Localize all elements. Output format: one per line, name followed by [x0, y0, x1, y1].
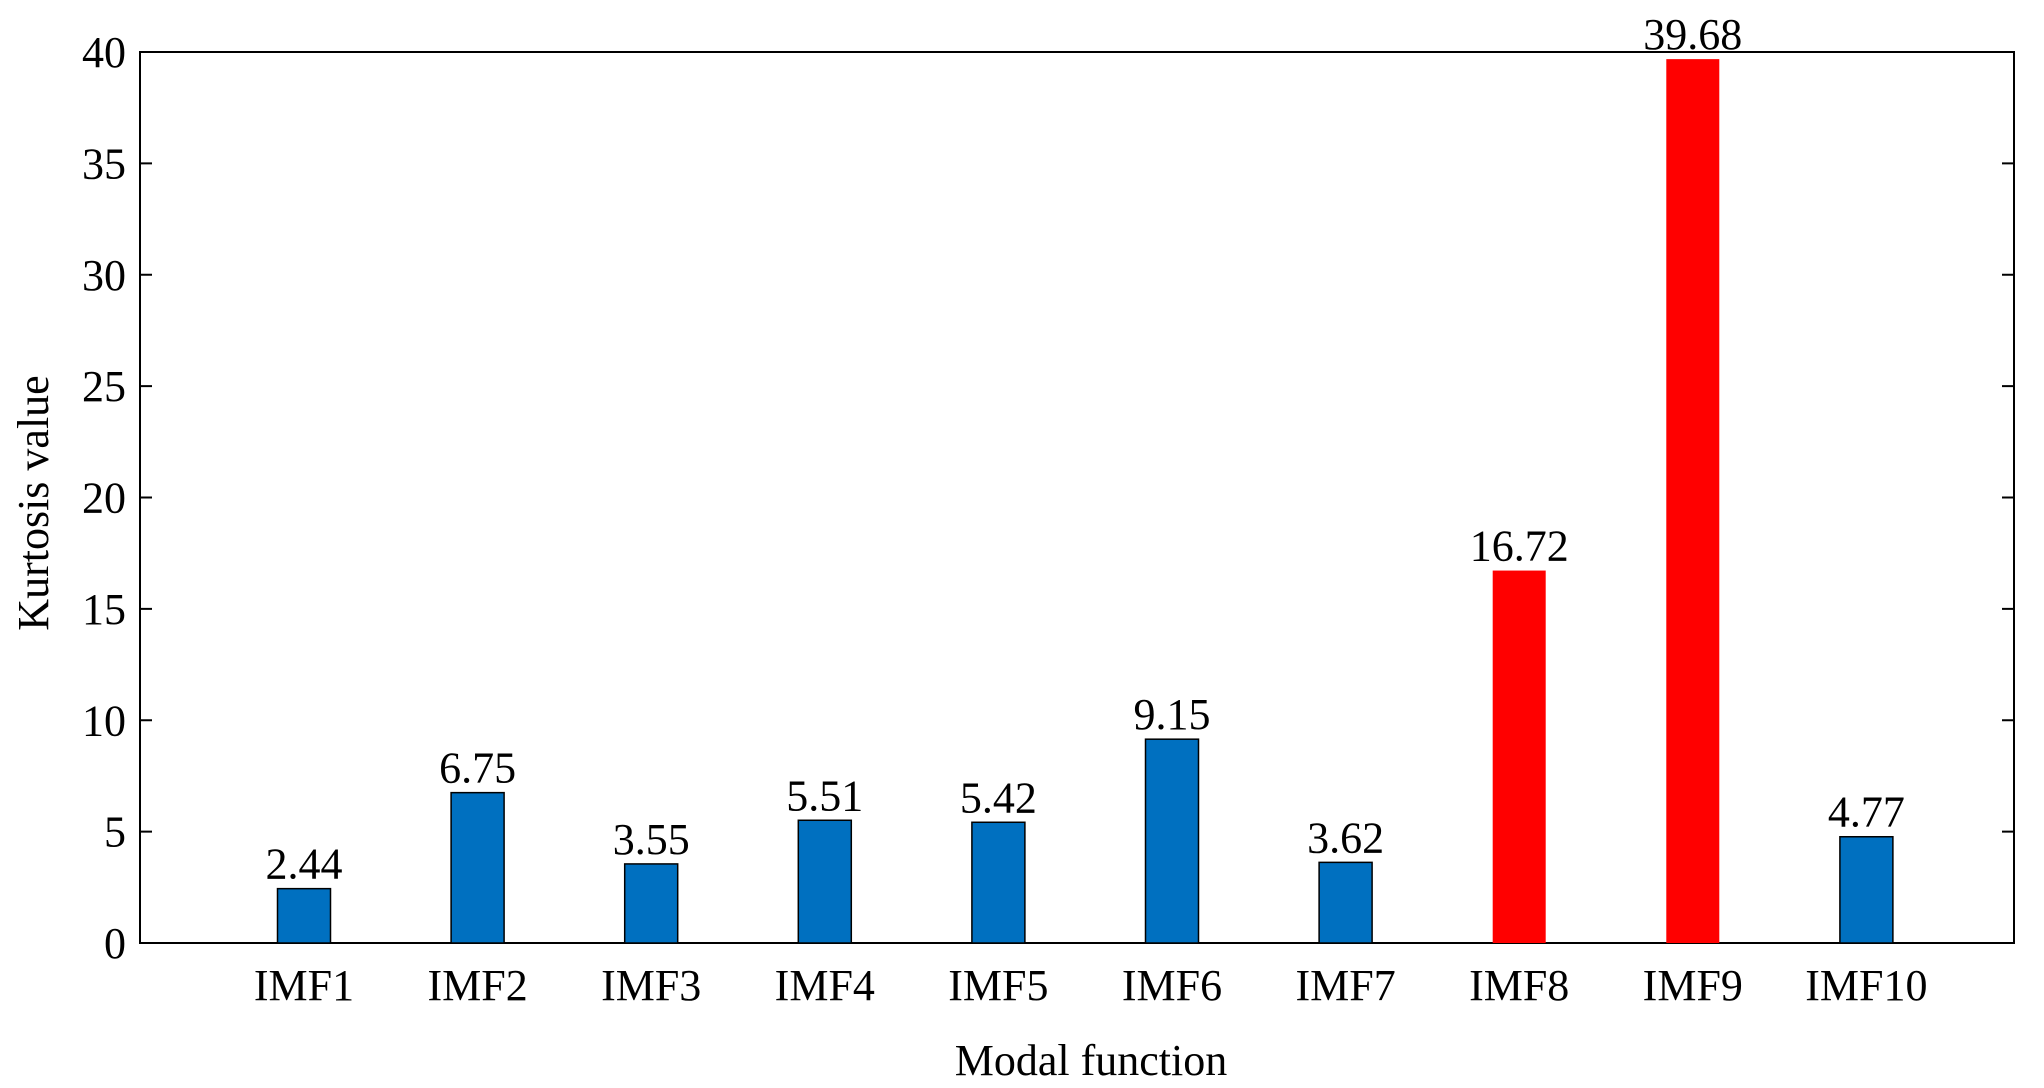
x-tick-label: IMF2: [427, 961, 527, 1010]
bar-imf3: [623, 863, 679, 944]
x-axis: IMF1 IMF2 IMF3 IMF4 IMF5 IMF6 IMF7 IMF8 IMF9 IMF1…: [254, 961, 1928, 1010]
y-axis-title: Kurtosis value: [9, 375, 58, 630]
y-tick-label: 25: [82, 362, 126, 411]
x-tick-label: IMF9: [1643, 961, 1743, 1010]
y-tick-label: 15: [82, 585, 126, 634]
y-tick-label: 20: [82, 474, 126, 523]
bar-imf10: [1839, 835, 1894, 944]
y-axis: 0 5 10 15 20 25 30 35 40: [82, 28, 2014, 968]
data-label-imf10: 4.77: [1828, 788, 1905, 837]
data-label-imf8: 16.72: [1470, 522, 1569, 571]
plot-area-border: [139, 51, 2015, 944]
bar-imf7: [1318, 861, 1373, 944]
data-label-imf5: 5.42: [960, 773, 1037, 822]
x-tick-label: IMF7: [1295, 961, 1395, 1010]
y-tick-label: 35: [82, 139, 126, 188]
x-tick-label: IMF4: [775, 961, 875, 1010]
data-label-imf1: 2.44: [266, 840, 343, 889]
x-tick-label: IMF3: [601, 961, 701, 1010]
x-tick-label: IMF8: [1469, 961, 1569, 1010]
x-tick-label: IMF10: [1805, 961, 1927, 1010]
data-label-imf7: 3.62: [1307, 813, 1384, 862]
plot-frame: [139, 51, 2015, 944]
x-tick-label: IMF6: [1122, 961, 1222, 1010]
data-label-imf2: 6.75: [439, 744, 516, 793]
bar-imf5: [971, 821, 1026, 944]
bars-group: [276, 59, 1894, 944]
x-tick-label: IMF5: [948, 961, 1048, 1010]
data-label-imf3: 3.55: [613, 815, 690, 864]
y-tick-label: 30: [82, 251, 126, 300]
y-tick-label: 40: [82, 28, 126, 77]
x-tick-label: IMF1: [254, 961, 354, 1010]
bar-imf2: [450, 791, 505, 944]
bar-imf8: [1492, 570, 1546, 943]
x-axis-title: Modal function: [955, 1036, 1228, 1085]
y-tick-label: 10: [82, 696, 126, 745]
bar-imf6: [1144, 738, 1200, 944]
data-label-imf4: 5.51: [786, 771, 863, 820]
data-labels-group: 2.44 6.75 3.55 5.51 5.42 9.15 3.62 16.72 39.68 4.…: [266, 10, 1905, 889]
bar-imf4: [797, 819, 853, 944]
data-label-imf9: 39.68: [1643, 10, 1742, 59]
y-tick-label: 5: [104, 808, 126, 857]
data-label-imf6: 9.15: [1134, 690, 1211, 739]
bar-imf9: [1666, 59, 1720, 944]
y-tick-label: 0: [104, 919, 126, 968]
bar-imf1: [276, 887, 332, 944]
